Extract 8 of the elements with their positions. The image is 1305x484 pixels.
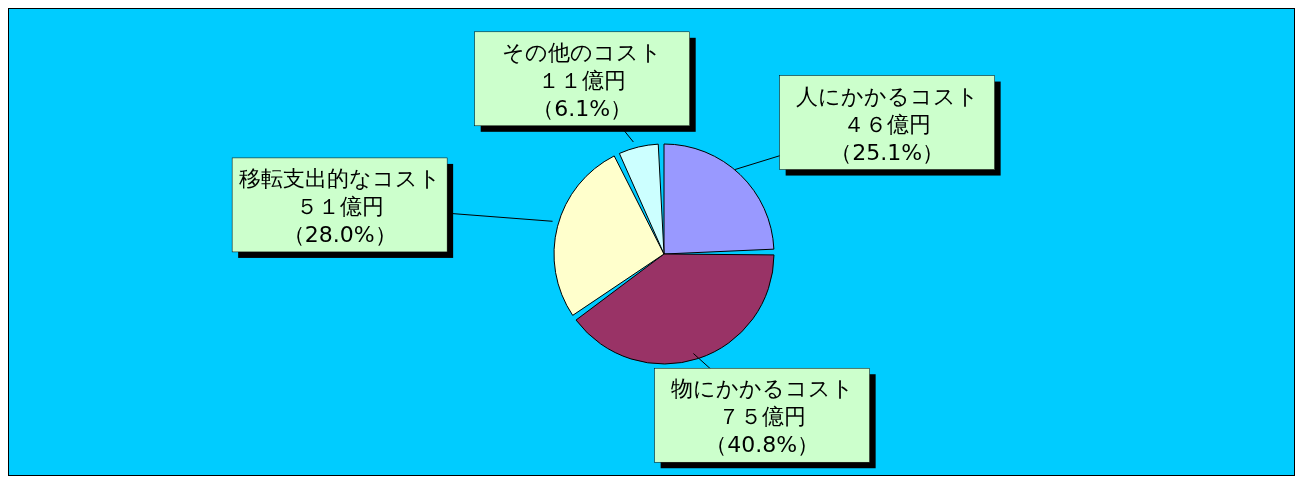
data-label: ７５億円（40.8%） [705,404,820,458]
data-label: １１億円（6.1%） [532,67,633,121]
slice-label: 人にかかるコスト [795,83,979,109]
data-label: ４６億円（25.1%） [830,111,945,165]
data-label: ５１億円（28.0%） [282,193,397,247]
slice-label: 移転支出的なコスト [238,165,441,191]
slice-label: その他のコスト [502,39,663,65]
slice-label: 物にかかるコスト [670,376,854,402]
